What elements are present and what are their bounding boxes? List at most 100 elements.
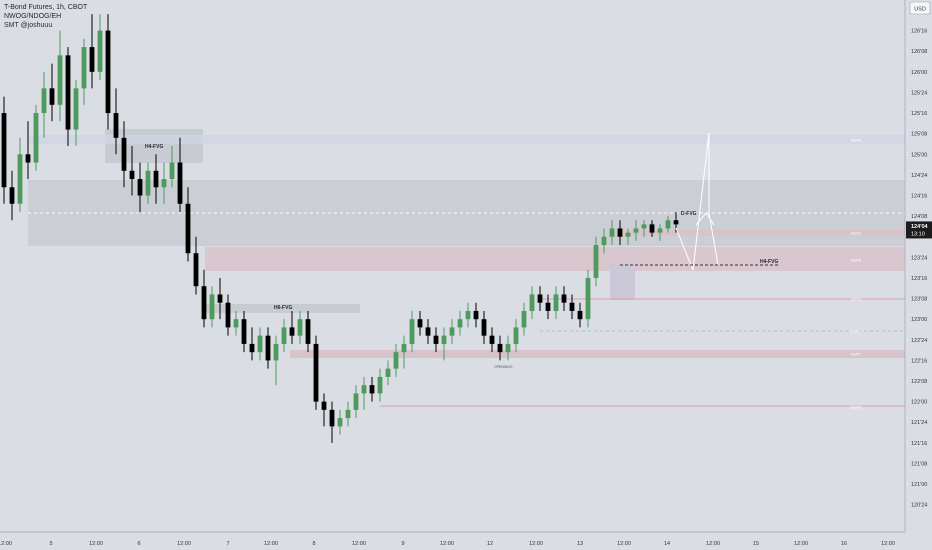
price-tick-label: 121'00 [911,482,927,488]
current-price-tag [906,221,932,239]
candle-body [33,113,39,163]
candle-body [49,88,55,105]
price-tick-label: 126'16 [911,29,927,35]
candle-body [489,335,495,344]
candle-body [281,327,287,344]
candle-body [369,385,375,394]
candle-body [625,232,631,237]
price-tick-label: 124'16 [911,194,927,200]
candle-body [209,294,215,320]
price-tick-label: 121'24 [911,420,927,426]
current-price-label: 124'04 [911,224,929,230]
price-tick-label: 123'08 [911,297,927,303]
zone-tag: 08/13 [851,231,862,236]
candle-body [9,187,15,204]
time-tick-label: 14 [664,541,670,547]
price-tick-label: 123'16 [911,276,927,282]
fvg-label: D-FVG [681,211,697,217]
price-tick-label: 120'24 [911,503,927,509]
time-tick-label: 12:00 [794,541,808,547]
time-tick-label: 9 [401,541,404,547]
candle-body [113,113,119,138]
candle-body [1,113,7,188]
candle-body [513,327,519,344]
time-tick-label: 12:00 [89,541,103,547]
candle-body [425,327,431,336]
candle-body [225,302,231,328]
candle-body [585,277,591,320]
candle-body [417,319,423,328]
candle-body [273,343,279,361]
symbol-title: T-Bond Futures, 1h, CBOT [4,4,88,11]
candle-body [649,224,655,233]
candle-body [41,88,47,114]
time-tick-label: 12:00 [617,541,631,547]
price-tick-label: 121'08 [911,461,927,467]
candle-body [633,228,639,233]
time-tick-label: 13 [577,541,583,547]
time-tick-label: 12:00 [177,541,191,547]
candle-body [329,409,335,427]
price-tick-label: 122'24 [911,338,927,344]
candle-body [17,154,23,204]
currency-label: USD [914,7,926,13]
candle-body [169,162,175,180]
zone-tag: 08/11 [851,329,861,334]
candle-body [121,137,127,171]
projection-marker [695,212,715,226]
candle-body [529,294,535,311]
openings-label: OPENINGS [494,365,513,369]
candle-body [145,170,151,196]
candle-body [401,343,407,353]
time-tick-label: 6 [137,541,140,547]
candle-body [601,236,607,245]
candle-body [297,319,303,336]
candle-body [497,343,503,353]
candle-body [305,319,311,344]
time-axis-panel [0,532,905,550]
time-tick-label: 12:00 [706,541,720,547]
candle-body [249,343,255,353]
time-tick-label: 12:00 [440,541,454,547]
price-tick-label: 123'00 [911,317,927,323]
candle-body [481,319,487,336]
candle-body [361,385,367,394]
candle-body [473,310,479,320]
fvg-label: H4-FVG [145,144,163,150]
price-tick-label: 122'08 [911,379,927,385]
gap-zone-3 [290,350,905,358]
candle-body [25,154,31,163]
candle-body [73,88,79,130]
candle-body [233,319,239,328]
candle-body [665,220,671,229]
zone-tag: 08/08 [851,138,862,143]
price-tick-label: 122'16 [911,358,927,364]
candle-body [457,319,463,328]
zones-layer [28,129,905,407]
zone-tag: 08/06 [851,258,862,263]
overlays-layer: H4-FVG H6-FVG D-FVG H4-FVG OPENINGS 08/08 08/1… [145,132,862,410]
zone-tag: 08/07 [851,352,862,357]
candle-body [241,319,247,344]
candle-body [97,30,103,72]
candle-body [89,47,95,72]
candle-body [545,302,551,311]
candle-body [177,162,183,204]
fvg-label: H4-FVG [760,259,778,265]
candle-body [353,393,359,410]
gap-zone-2 [615,230,905,236]
candle-body [185,203,191,254]
zone-tag: 08/13 [851,297,862,302]
candle-body [193,253,199,287]
candle-body [137,179,143,196]
zone-tag: 08/08 [851,405,862,410]
candle-body [265,335,271,361]
candle-body [377,376,383,394]
price-tick-label: 126'08 [911,49,927,55]
time-tick-label: 12:00 [881,541,895,547]
time-tick-label: 8 [312,541,315,547]
indicator-author: SMT @joshuuu [4,22,53,29]
candle-body [257,335,263,353]
